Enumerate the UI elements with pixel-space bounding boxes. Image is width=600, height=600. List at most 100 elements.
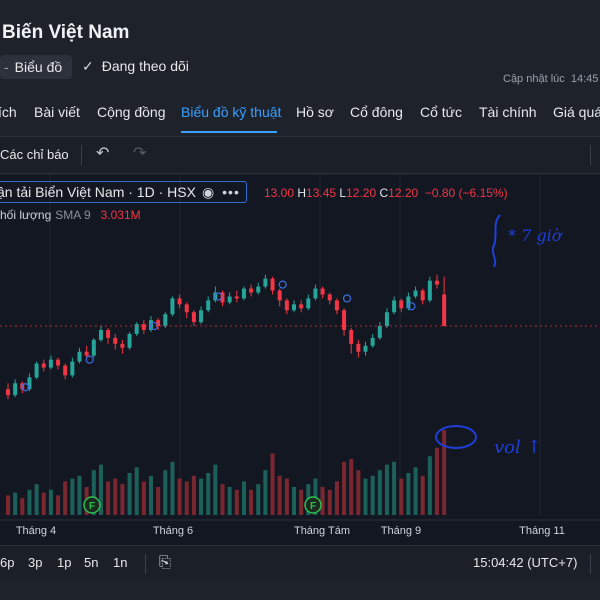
candle-body[interactable] [320, 288, 325, 295]
volume-value: 3.031M [100, 208, 141, 222]
undo-icon[interactable]: ↶ [96, 145, 110, 162]
candle-body[interactable] [56, 359, 61, 366]
follow-button[interactable]: ✓ Đang theo dõi [82, 58, 189, 75]
symbol-legend[interactable]: ận tải Biển Việt Nam · 1D · HSX ◉ ••• [0, 181, 247, 203]
candle-body[interactable] [13, 383, 18, 396]
candle-body[interactable] [392, 300, 397, 313]
event-marker-circle[interactable] [149, 321, 159, 331]
candle-body[interactable] [420, 290, 425, 301]
candle-body[interactable] [241, 288, 246, 299]
candle-body[interactable] [349, 330, 354, 344]
candle-body[interactable] [334, 300, 339, 311]
candle-body[interactable] [34, 363, 39, 378]
candle-body[interactable] [77, 351, 82, 362]
volume-bar [413, 467, 418, 515]
candle-body[interactable] [377, 326, 382, 338]
candle-body[interactable] [406, 296, 411, 309]
event-marker-circle[interactable] [342, 294, 352, 303]
candle-body[interactable] [84, 351, 89, 356]
candle-body[interactable] [384, 312, 389, 327]
tab-profile[interactable]: Hồ sơ [296, 104, 334, 120]
candle-body[interactable] [356, 343, 361, 352]
candle-body[interactable] [370, 337, 375, 346]
candle-body[interactable] [98, 330, 103, 340]
candle-body[interactable] [263, 278, 268, 287]
more-options-icon[interactable]: ••• [222, 184, 240, 200]
volume-bar [406, 473, 411, 515]
range-1n-button[interactable]: 1n [113, 555, 128, 570]
candle-body[interactable] [113, 337, 118, 344]
tab-shareholders[interactable]: Cổ đông [350, 104, 403, 120]
chart-pill-button[interactable]: - Biểu đồ [0, 55, 73, 79]
candle-body[interactable] [313, 288, 318, 299]
calendar-range-icon[interactable]: ⎘ [159, 554, 172, 571]
tab-articles[interactable]: Bài viết [34, 104, 80, 120]
candle-body[interactable] [91, 339, 96, 356]
range-5n-button[interactable]: 5n [84, 555, 99, 570]
event-marker-circle[interactable] [214, 292, 223, 301]
candle-body[interactable] [277, 290, 282, 301]
candle-body[interactable] [327, 294, 332, 301]
tab-technical-chart[interactable]: Biểu đồ kỹ thuật [181, 104, 282, 120]
tab-price[interactable]: Giá quá [553, 104, 600, 120]
candle-body[interactable] [184, 304, 189, 313]
range-3p-button[interactable]: 3p [28, 555, 43, 570]
candle-body[interactable] [134, 324, 139, 334]
event-marker-circle[interactable] [407, 302, 416, 311]
candle-body[interactable] [299, 304, 304, 309]
candle-body[interactable] [177, 298, 182, 305]
candle-body[interactable] [6, 389, 10, 396]
price-chart[interactable]: F F Tháng 4 Tháng 6 Tháng Tám Tháng 9 Tháng 11… [0, 175, 600, 545]
candle-body[interactable] [270, 278, 275, 291]
dividend-event-label: F [89, 501, 95, 512]
candle-body[interactable] [363, 345, 368, 352]
candle-body[interactable] [399, 300, 404, 309]
candle-body[interactable] [234, 296, 239, 299]
event-marker-circle[interactable] [85, 355, 94, 364]
volume-bar [356, 470, 361, 515]
candle-body[interactable] [120, 343, 125, 348]
redo-icon[interactable]: ↷ [133, 145, 147, 162]
candle-body[interactable] [163, 314, 168, 327]
chart-canvas[interactable]: F F Tháng 4 Tháng 6 Tháng Tám Tháng 9 Tháng 11… [0, 175, 600, 545]
candle-body[interactable] [127, 333, 132, 348]
dividend-event-marker[interactable] [83, 496, 101, 514]
tab-community[interactable]: Cộng đồng [97, 104, 166, 120]
candle-body[interactable] [63, 365, 68, 376]
tab-dividends[interactable]: Cổ tức [420, 104, 463, 120]
dividend-event-marker[interactable] [304, 496, 322, 514]
candle-body[interactable] [413, 290, 418, 297]
candle-body[interactable] [48, 359, 53, 368]
low-value: 12.20 [346, 186, 377, 200]
candle-body[interactable] [41, 363, 46, 368]
candle-body[interactable] [427, 280, 432, 301]
event-marker-circle[interactable] [21, 383, 30, 392]
range-6p-button[interactable]: 6p [0, 555, 15, 570]
indicators-button[interactable]: Các chỉ báo [0, 147, 69, 162]
candle-body[interactable] [220, 292, 225, 303]
range-1p-button[interactable]: 1p [57, 555, 72, 570]
candle-body[interactable] [141, 324, 146, 330]
candle-body[interactable] [27, 377, 32, 390]
candle-body[interactable] [206, 300, 211, 311]
volume-bar [384, 464, 389, 515]
candle-body[interactable] [256, 286, 261, 293]
candle-body[interactable] [306, 298, 311, 309]
event-marker-circle[interactable] [278, 280, 287, 289]
candle-body[interactable] [170, 298, 175, 315]
candle-body[interactable] [435, 280, 439, 285]
candle-body[interactable] [156, 320, 161, 327]
candle-body[interactable] [442, 294, 447, 327]
candle-body[interactable] [106, 330, 111, 338]
tab-finance[interactable]: Tài chính [479, 104, 537, 120]
candle-body[interactable] [292, 304, 296, 311]
candle-body[interactable] [199, 310, 204, 323]
tab-0[interactable]: ích [0, 104, 17, 120]
candle-body[interactable] [284, 300, 289, 311]
candle-body[interactable] [191, 312, 196, 323]
candle-body[interactable] [70, 361, 75, 376]
candle-body[interactable] [249, 288, 254, 293]
eye-icon[interactable]: ◉ [201, 184, 215, 200]
candle-body[interactable] [342, 310, 347, 330]
candle-body[interactable] [227, 296, 232, 303]
